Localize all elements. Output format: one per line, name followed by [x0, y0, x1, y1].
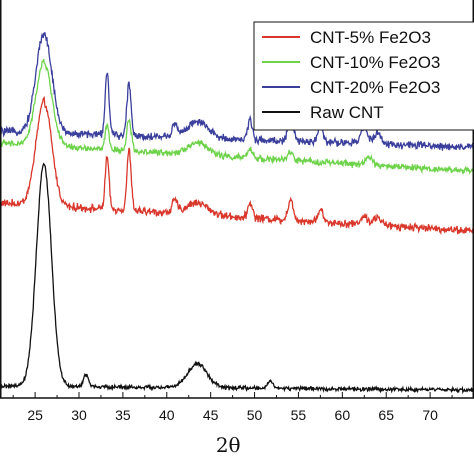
x-tick-label: 70 [422, 407, 438, 423]
x-tick-label: 65 [378, 407, 394, 423]
series-line-2 [0, 32, 474, 152]
legend: CNT-5% Fe2O3 CNT-10% Fe2O3 CNT-20% Fe2O3 Ra… [253, 21, 474, 131]
legend-label: CNT-5% Fe2O3 [310, 28, 431, 47]
plot-frame [0, 0, 474, 399]
x-tick-label: 55 [291, 407, 307, 423]
x-tick-label: 60 [335, 407, 351, 423]
x-tick-label: 40 [159, 407, 175, 423]
x-axis: 25 30 35 40 45 50 55 60 65 70 [12, 392, 453, 423]
series-layer [0, 32, 474, 395]
series-line-1 [0, 58, 474, 175]
series-line-0 [0, 96, 474, 236]
legend-label: CNT-20% Fe2O3 [310, 78, 440, 97]
series-line-3 [0, 162, 474, 395]
x-tick-label: 30 [71, 407, 87, 423]
x-axis-title: 2θ [216, 433, 241, 457]
x-tick-label: 45 [203, 407, 219, 423]
legend-label: Raw CNT [310, 103, 384, 122]
x-tick-label: 25 [27, 407, 43, 423]
x-tick-label: 35 [115, 407, 131, 423]
legend-label: CNT-10% Fe2O3 [310, 53, 440, 72]
x-tick-label: 50 [247, 407, 263, 423]
